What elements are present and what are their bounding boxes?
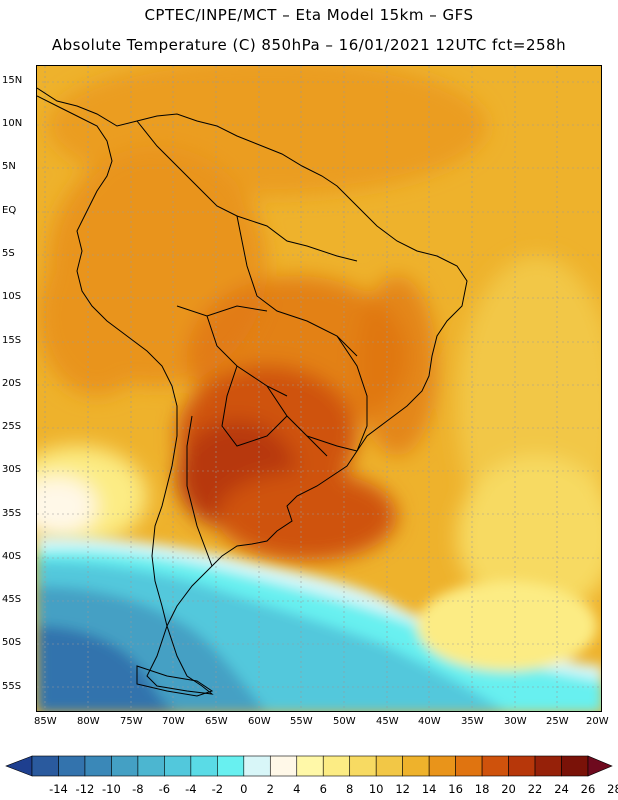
lat-label-55s: 55S — [2, 681, 22, 692]
cold-air-mass — [37, 536, 601, 711]
color-scale-bar — [5, 755, 613, 777]
coastlines-and-borders — [37, 87, 468, 695]
lat-label-10s: 10S — [2, 291, 22, 302]
lat-label-15n: 15N — [2, 75, 23, 86]
lon-label-20w: 20W — [586, 716, 609, 727]
lat-label-45s: 45S — [2, 594, 22, 605]
colorbar-swatch — [402, 755, 430, 777]
colorbar-tick-label: -4 — [185, 782, 197, 796]
temperature-field-shading — [37, 66, 601, 616]
lat-label-15s: 15S — [2, 335, 22, 346]
colorbar-swatch — [349, 755, 377, 777]
lon-label-50w: 50W — [333, 716, 356, 727]
colorbar-swatch — [243, 755, 271, 777]
colorbar-tick-label: -14 — [49, 782, 68, 796]
lat-label-5n: 5N — [2, 161, 16, 172]
colorbar-tick-label: 20 — [501, 782, 516, 796]
colorbar-arrow-low — [5, 755, 33, 777]
map-panel — [36, 65, 602, 712]
lat-label-50s: 50S — [2, 637, 22, 648]
colorbar-swatch — [561, 755, 589, 777]
colorbar-tick-label: 0 — [240, 782, 248, 796]
colorbar-swatch — [534, 755, 562, 777]
colorbar-tick-label: 2 — [266, 782, 274, 796]
colorbar-tick-label: 6 — [319, 782, 327, 796]
colorbar-swatch — [508, 755, 536, 777]
colorbar-tick-label: 14 — [421, 782, 437, 796]
colorbar-tick-label: -8 — [132, 782, 144, 796]
lon-label-35w: 35W — [461, 716, 484, 727]
colorbar-swatch — [322, 755, 351, 777]
lat-label-30s: 30S — [2, 464, 22, 475]
colorbar-tick-label: 24 — [554, 782, 569, 796]
lon-label-25w: 25W — [546, 716, 569, 727]
lon-label-45w: 45W — [376, 716, 399, 727]
colorbar-tick-label: -6 — [158, 782, 171, 796]
colorbar-tick-label: 4 — [293, 782, 301, 796]
lon-label-40w: 40W — [418, 716, 441, 727]
lon-label-75w: 75W — [120, 716, 143, 727]
colorbar-tick-label: 22 — [527, 782, 543, 796]
colorbar-swatch — [190, 755, 218, 777]
colorbar-swatch — [296, 755, 324, 777]
colorbar-tick-label: 28 — [607, 782, 618, 796]
lat-label-35s: 35S — [2, 508, 22, 519]
lon-label-85w: 85W — [34, 716, 57, 727]
lat-label-10n: 10N — [2, 118, 23, 129]
colorbar-tick-label: -2 — [211, 782, 224, 796]
colorbar-swatch — [111, 755, 139, 777]
colorbar-tick-label: 8 — [346, 782, 354, 796]
colorbar-swatch — [455, 755, 483, 777]
lat-label-40s: 40S — [2, 551, 22, 562]
chart-title-variable: Absolute Temperature (C) 850hPa – 16/01/… — [51, 36, 567, 54]
lat-label-20s: 20S — [2, 378, 22, 389]
lat-label-5s: 5S — [2, 248, 15, 259]
colorbar-swatch — [84, 755, 112, 777]
colorbar-swatch — [428, 755, 456, 777]
lon-label-30w: 30W — [504, 716, 527, 727]
colorbar-swatch — [58, 755, 86, 777]
colorbar-tick-label: 18 — [474, 782, 490, 796]
temperature-map — [37, 66, 601, 711]
lat-label-eq: EQ — [2, 205, 17, 216]
colorbar-tick-label: 10 — [368, 782, 384, 796]
lon-label-60w: 60W — [248, 716, 271, 727]
colorbar-swatch — [481, 755, 509, 777]
colorbar-swatch — [269, 755, 298, 777]
colorbar-swatch — [164, 755, 192, 777]
lon-label-80w: 80W — [77, 716, 100, 727]
lon-label-55w: 55W — [290, 716, 313, 727]
colorbar-swatch — [217, 755, 245, 777]
colorbar-tick-label: -12 — [75, 782, 95, 796]
colorbar-swatch — [31, 755, 59, 777]
chart-title-model: CPTEC/INPE/MCT – Eta Model 15km – GFS — [144, 6, 474, 24]
lat-label-25s: 25S — [2, 421, 22, 432]
lon-label-65w: 65W — [205, 716, 228, 727]
colorbar-swatch — [375, 755, 403, 777]
colorbar-arrow-high — [587, 755, 613, 777]
colorbar-tick-label: 12 — [395, 782, 410, 796]
lon-label-70w: 70W — [162, 716, 185, 727]
tierra-del-fuego — [136, 665, 214, 697]
colorbar-tick-label: 26 — [580, 782, 596, 796]
colorbar-swatch — [137, 755, 165, 777]
colorbar-tick-label: -10 — [102, 782, 121, 796]
lat-lon-grid — [37, 66, 601, 711]
colorbar-tick-label: 16 — [448, 782, 463, 796]
